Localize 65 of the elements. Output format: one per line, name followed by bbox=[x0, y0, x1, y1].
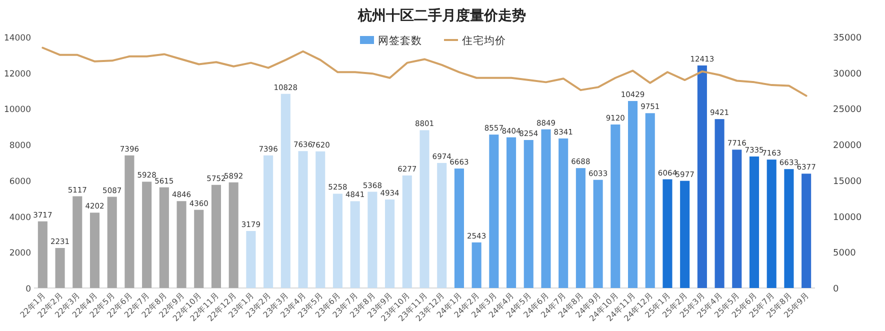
y-tick-label: 8000 bbox=[9, 141, 31, 152]
bar bbox=[176, 201, 186, 288]
legend-label: 住宅均价 bbox=[462, 34, 506, 47]
bar bbox=[159, 187, 169, 288]
y2-tick-label: 20000 bbox=[833, 141, 862, 152]
y-tick-label: 12000 bbox=[4, 69, 31, 80]
bar bbox=[714, 119, 724, 288]
y2-tick-label: 0 bbox=[833, 284, 839, 294]
y-tick-label: 14000 bbox=[4, 34, 31, 44]
bar bbox=[732, 150, 742, 288]
bar bbox=[107, 196, 117, 288]
bar bbox=[784, 169, 794, 288]
y-tick-label: 6000 bbox=[9, 176, 31, 187]
bar bbox=[766, 160, 776, 288]
bar bbox=[298, 151, 308, 288]
y2-tick-label: 35000 bbox=[833, 34, 862, 44]
line-series bbox=[42, 46, 808, 97]
bar bbox=[72, 196, 82, 288]
bar bbox=[332, 194, 342, 288]
bar bbox=[645, 113, 655, 288]
bar bbox=[55, 248, 65, 288]
y-tick-label: 0 bbox=[26, 284, 31, 294]
bar bbox=[454, 168, 464, 288]
bar bbox=[680, 180, 690, 288]
y2-tick-label: 10000 bbox=[833, 212, 862, 223]
bar bbox=[194, 210, 204, 288]
bar bbox=[576, 168, 586, 288]
bar bbox=[558, 138, 568, 288]
bar bbox=[610, 124, 620, 288]
bar bbox=[541, 129, 551, 288]
bar bbox=[402, 175, 412, 288]
bar bbox=[524, 140, 534, 288]
bar bbox=[280, 94, 290, 288]
bar bbox=[506, 137, 516, 288]
bar bbox=[264, 155, 274, 288]
y2-tick-label: 30000 bbox=[833, 69, 862, 80]
bar bbox=[437, 162, 447, 288]
chart-title: 杭州十区二手月度量价走势 bbox=[357, 7, 526, 24]
legend-label: 网签套数 bbox=[378, 35, 422, 47]
y-tick-label: 4000 bbox=[9, 212, 31, 223]
bar bbox=[228, 182, 238, 288]
bar bbox=[628, 101, 638, 288]
bar bbox=[211, 184, 222, 288]
bar bbox=[124, 155, 134, 288]
bar bbox=[38, 221, 48, 288]
bar bbox=[246, 231, 256, 288]
bar bbox=[749, 156, 760, 288]
bar bbox=[142, 182, 152, 288]
bar bbox=[385, 200, 395, 288]
y2-tick-label: 5000 bbox=[833, 248, 856, 259]
bar bbox=[802, 174, 812, 288]
bar bbox=[593, 180, 603, 288]
y-tick-label: 10000 bbox=[4, 105, 31, 116]
bar bbox=[472, 242, 482, 288]
y2-tick-label: 15000 bbox=[833, 176, 862, 187]
y2-tick-label: 25000 bbox=[833, 105, 862, 116]
bar bbox=[90, 212, 100, 288]
bar bbox=[697, 65, 707, 288]
bar bbox=[316, 151, 326, 288]
bar bbox=[350, 201, 360, 288]
y-tick-label: 2000 bbox=[9, 248, 31, 259]
bar bbox=[489, 134, 499, 288]
bar bbox=[662, 179, 672, 288]
bar bbox=[368, 192, 378, 288]
bar bbox=[420, 130, 430, 288]
